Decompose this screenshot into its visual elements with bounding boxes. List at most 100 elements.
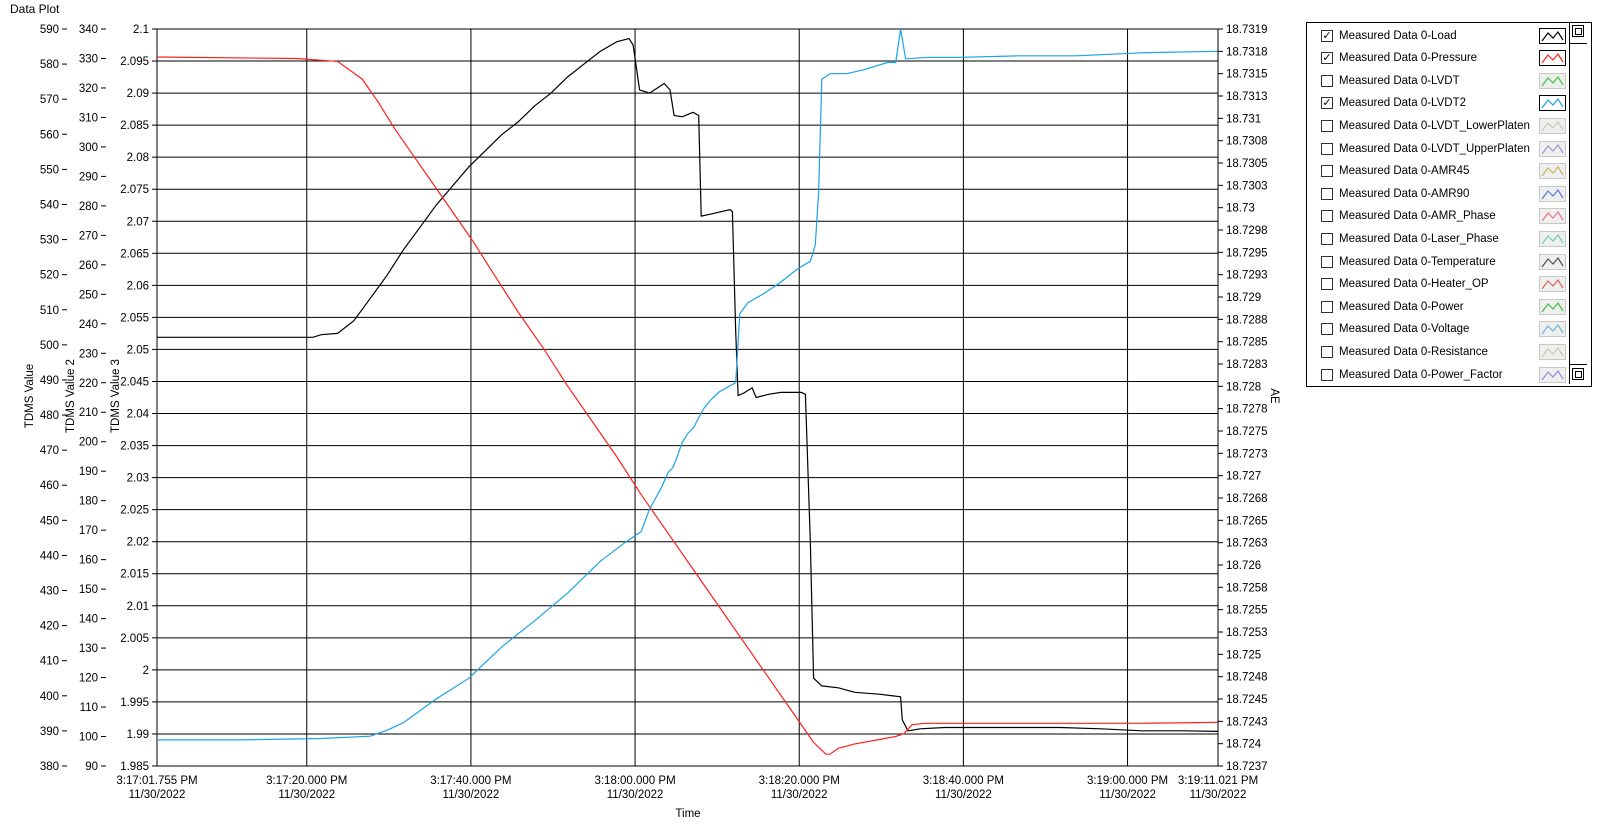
legend-checkbox[interactable] [1321,255,1333,268]
legend-checkbox[interactable]: ✓ [1321,51,1333,65]
legend-swatch-icon[interactable] [1539,276,1566,293]
legend-item[interactable]: Measured Data 0-Power [1307,295,1566,318]
series-line-measured-data-0-load [157,37,1218,732]
y-tick-label-left1: 400 [40,691,59,703]
legend-item[interactable]: Measured Data 0-Laser_Phase [1307,227,1566,250]
scroll-up-button[interactable] [1572,25,1584,37]
y-tick-label-left1: 520 [40,270,59,282]
legend-checkbox[interactable] [1321,323,1333,336]
legend-checkbox[interactable]: ✓ [1321,28,1333,42]
series-line-measured-data-0-pressure [156,56,1218,755]
scroll-down-button[interactable] [1572,368,1584,380]
y-tick-label-left1: 490 [40,375,59,387]
y-tick-label-left2: 190 [79,466,98,478]
legend-label: Measured Data 0-Pressure [1339,52,1478,65]
legend-swatch-icon[interactable] [1539,72,1566,89]
x-tick-label: 3:17:20.000 PM [266,775,347,787]
legend-item[interactable]: Measured Data 0-LVDT_UpperPlaten [1307,137,1566,160]
legend-item[interactable]: ✓ Measured Data 0-LVDT2 [1307,92,1566,115]
y-tick-label-left3: 2.09 [127,88,149,100]
y-tick-label-right: 18.7295 [1226,247,1268,259]
y-tick-label-left3: 2.02 [127,537,149,549]
y-tick-label-left3: 2.055 [120,312,149,324]
y-tick-label-left3: 2.045 [120,376,149,388]
y-tick-label-left2: 300 [79,142,98,154]
data-plot-chart[interactable]: Data Plot 3:17:01.755 PM 11/30/2022 3:17:2… [0,0,1300,823]
legend-swatch-icon[interactable] [1539,50,1566,67]
legend-checkbox[interactable] [1321,210,1333,223]
legend-item[interactable]: Measured Data 0-AMR_Phase [1307,205,1566,228]
legend-swatch-icon[interactable] [1539,366,1566,383]
y-tick-label-left3: 2.095 [120,56,149,68]
legend-swatch-icon[interactable] [1539,185,1566,202]
legend-swatch-icon[interactable] [1539,27,1566,44]
x-tick-label: 3:18:00.000 PM [594,775,675,787]
legend-label: Measured Data 0-AMR45 [1339,165,1470,178]
legend-checkbox[interactable] [1321,119,1333,132]
x-tick-label: 3:18:40.000 PM [923,775,1004,787]
y-tick-label-left1: 420 [40,621,59,633]
legend-scrollbar[interactable] [1569,23,1587,384]
legend-label: Measured Data 0-LVDT2 [1339,97,1466,110]
y-tick-label-left1: 410 [40,656,59,668]
legend-item[interactable]: Measured Data 0-Resistance [1307,340,1566,363]
y-tick-label-right: 18.7245 [1226,694,1268,706]
x-tick-date: 11/30/2022 [278,789,335,801]
legend-swatch-icon[interactable] [1539,298,1566,315]
legend-item[interactable]: Measured Data 0-Power_Factor [1307,363,1566,386]
y-tick-label-right: 18.7275 [1226,426,1268,438]
legend-checkbox[interactable] [1321,142,1333,155]
legend-checkbox[interactable] [1321,278,1333,291]
legend-item[interactable]: Measured Data 0-AMR90 [1307,182,1566,205]
legend-item[interactable]: Measured Data 0-LVDT [1307,69,1566,92]
y-tick-label-left2: 290 [79,171,98,183]
legend-item[interactable]: Measured Data 0-LVDT_LowerPlaten [1307,114,1566,137]
legend-swatch-icon[interactable] [1539,95,1566,112]
legend-swatch-icon[interactable] [1539,253,1566,270]
y-tick-label-right: 18.731 [1226,113,1261,125]
legend-item[interactable]: ✓ Measured Data 0-Pressure [1307,47,1566,70]
legend-checkbox[interactable] [1321,300,1333,313]
legend-swatch-icon[interactable] [1539,140,1566,157]
y-axis-label-right: AE [1268,388,1280,404]
y-tick-label-left2: 130 [79,643,98,655]
y-axis-label-left2: TDMS Value 2 [65,359,77,433]
y-tick-label-right: 18.7308 [1226,136,1268,148]
y-tick-label-left1: 450 [40,515,59,527]
y-tick-label-left1: 590 [40,24,59,36]
legend-item[interactable]: ✓ Measured Data 0-Load [1307,24,1566,47]
x-tick-date: 11/30/2022 [1190,789,1247,801]
y-tick-label-left2: 280 [79,201,98,213]
legend-swatch-icon[interactable] [1539,321,1566,338]
legend-swatch-icon[interactable] [1539,208,1566,225]
y-tick-label-left1: 580 [40,59,59,71]
legend-checkbox[interactable] [1321,187,1333,200]
legend-checkbox[interactable] [1321,232,1333,245]
legend-checkbox[interactable] [1321,74,1333,87]
legend-checkbox[interactable]: ✓ [1321,96,1333,110]
y-tick-label-right: 18.7305 [1226,158,1268,170]
y-tick-label-left2: 230 [79,348,98,360]
x-tick-label: 3:17:40.000 PM [430,775,511,787]
legend-label: Measured Data 0-Temperature [1339,255,1496,268]
legend-checkbox[interactable] [1321,368,1333,381]
legend-swatch-icon[interactable] [1539,163,1566,180]
legend-item[interactable]: Measured Data 0-AMR45 [1307,160,1566,183]
legend-swatch-icon[interactable] [1539,343,1566,360]
legend-item[interactable]: Measured Data 0-Temperature [1307,250,1566,273]
legend-label: Measured Data 0-Load [1339,29,1457,42]
y-tick-label-left3: 2.005 [120,633,149,645]
y-tick-label-right: 18.7283 [1226,359,1268,371]
scroll-thumb[interactable] [1570,43,1587,365]
legend-swatch-icon[interactable] [1539,117,1566,134]
legend-label: Measured Data 0-LVDT_LowerPlaten [1339,119,1530,132]
legend-swatch-icon[interactable] [1539,230,1566,247]
legend-checkbox[interactable] [1321,165,1333,178]
legend-checkbox[interactable] [1321,345,1333,358]
legend-item[interactable]: Measured Data 0-Voltage [1307,318,1566,341]
y-tick-label-right: 18.7313 [1226,91,1268,103]
y-tick-label-left3: 2 [143,665,149,677]
y-tick-label-left1: 440 [40,550,59,562]
legend-item[interactable]: Measured Data 0-Heater_OP [1307,273,1566,296]
plot-area[interactable] [156,28,1219,767]
